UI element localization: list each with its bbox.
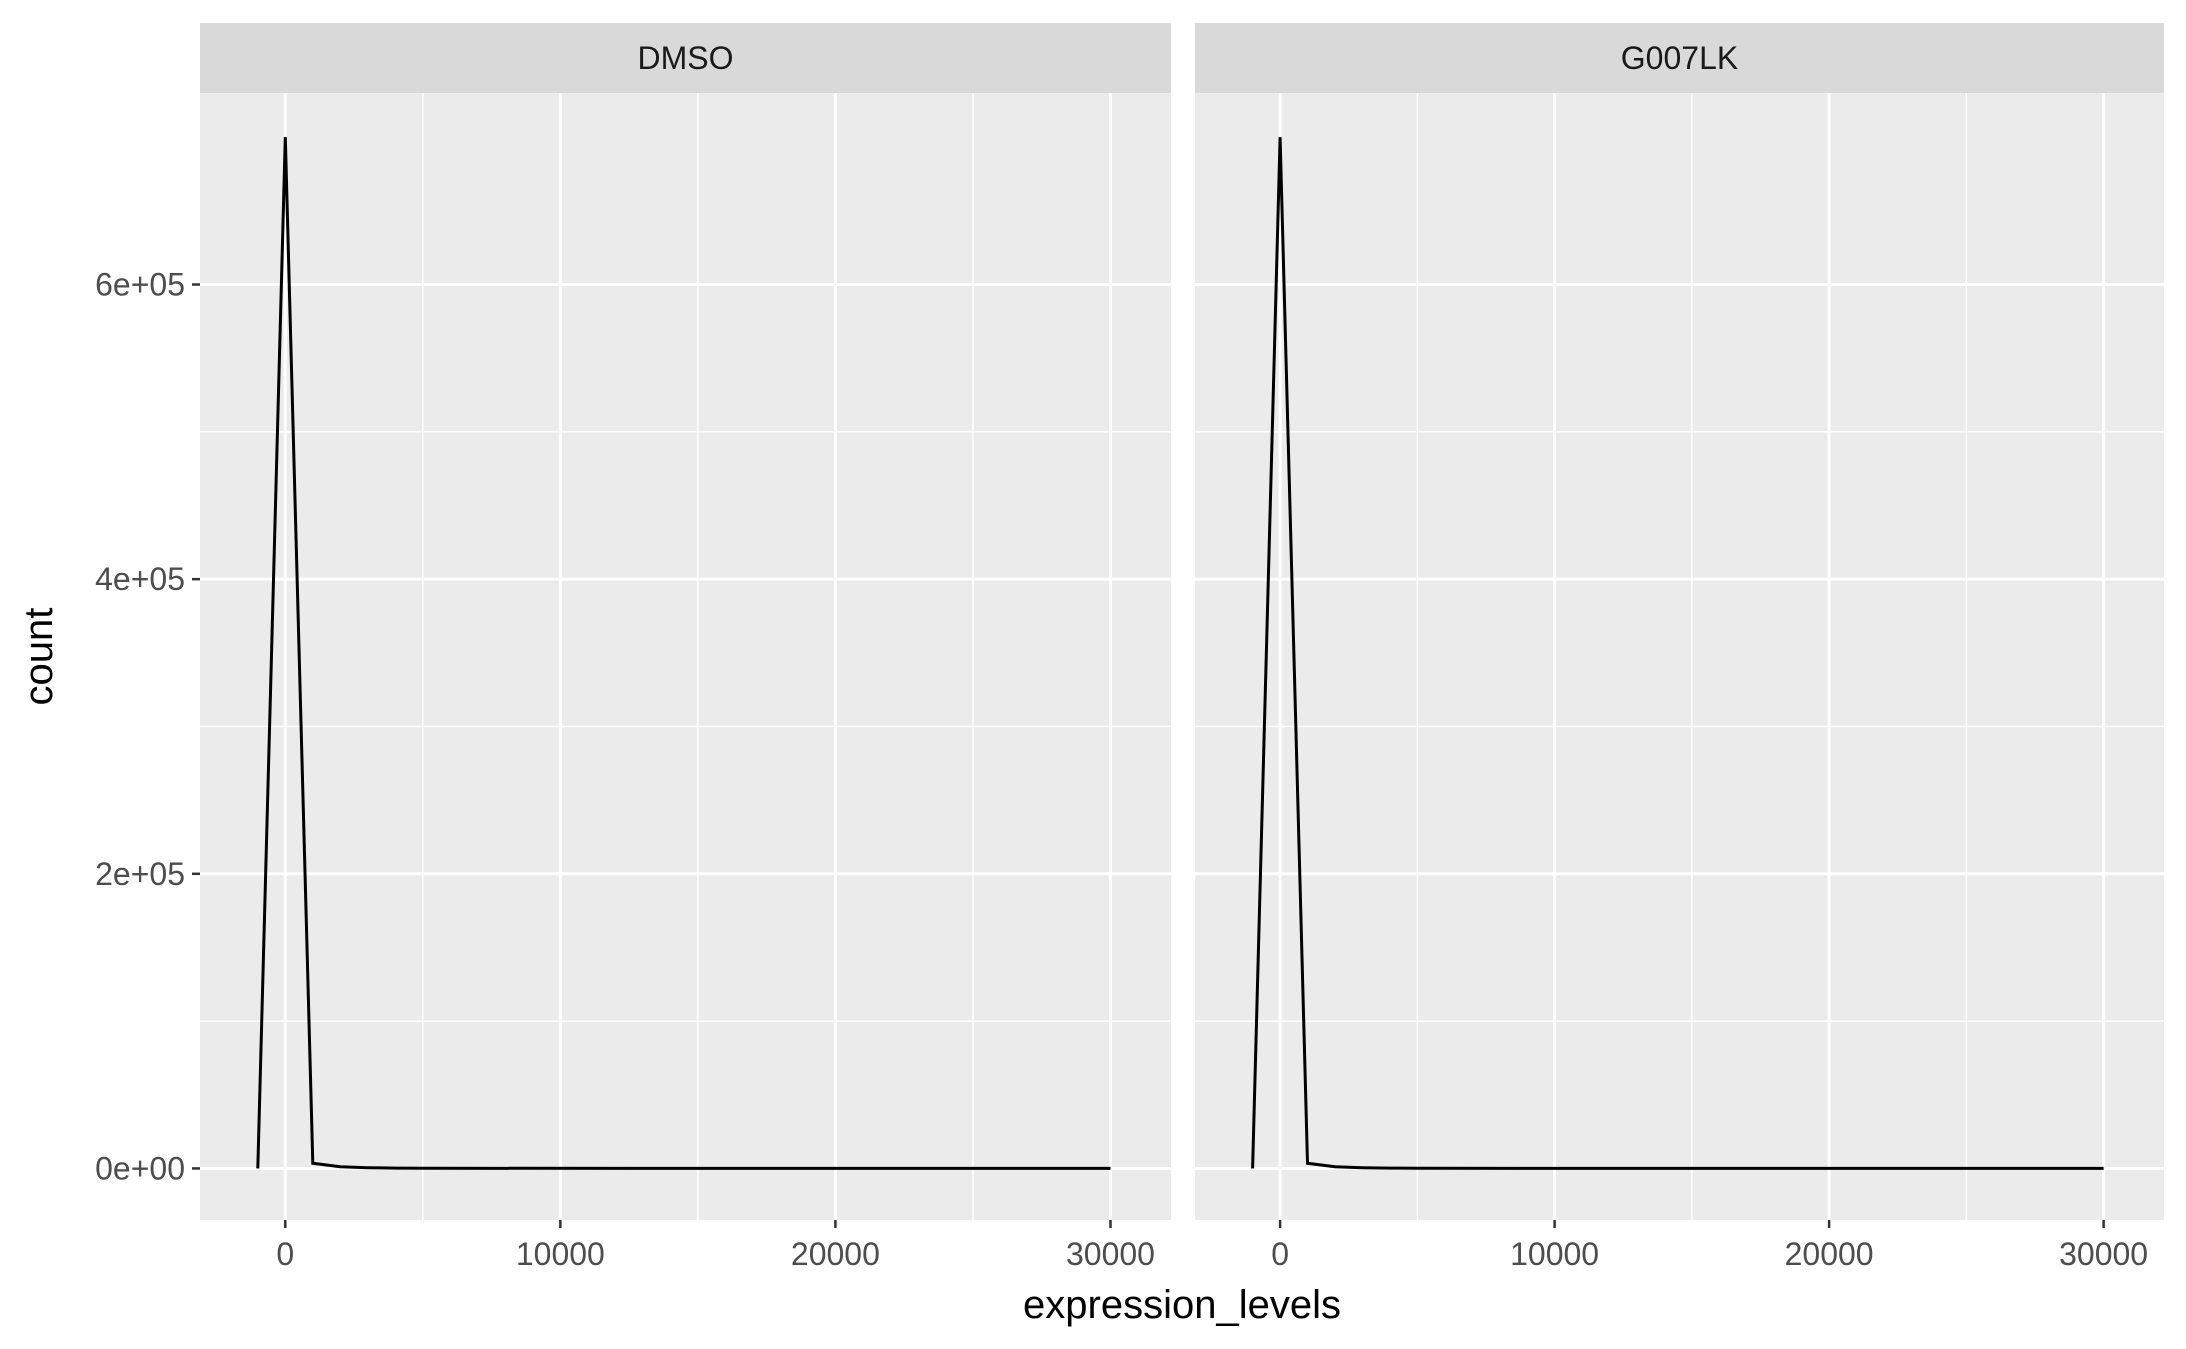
y-tick-label: 0e+00 <box>95 1150 185 1186</box>
y-axis: 0e+00 2e+05 4e+05 6e+05 <box>95 267 200 1186</box>
y-tick-label: 2e+05 <box>95 856 185 892</box>
y-tick-label: 4e+05 <box>95 561 185 597</box>
facet-strip <box>1195 23 2164 93</box>
facet-strip-label: G007LK <box>1621 40 1738 76</box>
facet-dmso: DMSO 0 10000 20000 30000 <box>200 23 1171 1272</box>
x-tick-label: 0 <box>276 1236 294 1272</box>
series-line-dmso <box>256 137 1111 1170</box>
facet-panels: DMSO 0 10000 20000 30000 G007LK 0 10000 20000 300… <box>200 23 2164 1272</box>
x-tick-label: 30000 <box>2059 1236 2148 1272</box>
panel-background <box>200 93 1171 1220</box>
x-tick-label: 20000 <box>1785 1236 1874 1272</box>
x-tick-label: 30000 <box>1066 1236 1155 1272</box>
x-tick-label: 10000 <box>1510 1236 1599 1272</box>
x-tick-label: 20000 <box>791 1236 880 1272</box>
x-axis-title: expression_levels <box>1023 1283 1341 1327</box>
facet-strip-label: DMSO <box>638 40 734 76</box>
x-tick-label: 10000 <box>516 1236 605 1272</box>
series-line-g007lk <box>1251 137 2104 1170</box>
panel-background <box>1195 93 2164 1220</box>
x-tick-label: 0 <box>1271 1236 1289 1272</box>
y-tick-label: 6e+05 <box>95 267 185 303</box>
y-axis-title: count <box>17 608 61 706</box>
facet-g007lk: G007LK 0 10000 20000 30000 <box>1195 23 2164 1272</box>
facet-strip <box>200 23 1171 93</box>
